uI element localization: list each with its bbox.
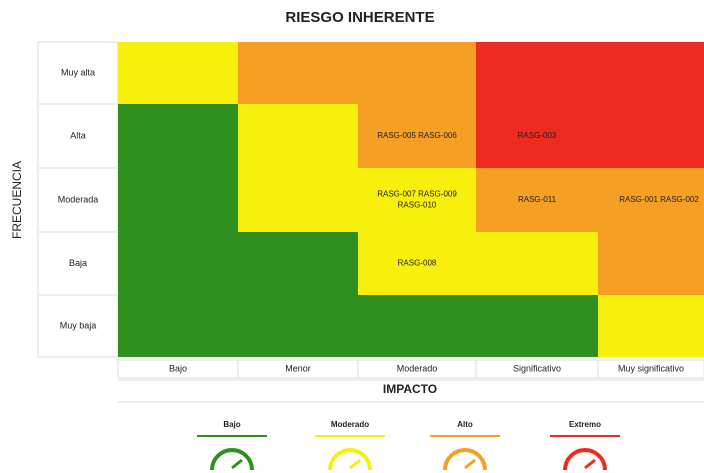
risk-cell <box>476 104 598 168</box>
risk-cell <box>476 232 598 295</box>
risk-cell <box>238 42 358 104</box>
risk-cell <box>598 232 704 295</box>
risk-cell <box>358 104 476 168</box>
risk-cell <box>358 168 476 232</box>
legend-label: Moderado <box>331 420 369 429</box>
legend-label: Extremo <box>569 420 601 429</box>
risk-cell <box>118 42 238 104</box>
risk-cell <box>598 104 704 168</box>
row-header <box>37 41 119 105</box>
risk-id: RASG-010 <box>398 201 437 210</box>
risk-cell <box>476 168 598 232</box>
gauge-needle <box>584 458 596 470</box>
risk-id: RASG-008 <box>398 259 437 268</box>
column-label: Significativo <box>513 363 561 373</box>
risk-cell <box>598 295 704 357</box>
risk-id: RASG-001 RASG-002 <box>619 195 699 204</box>
risk-id: RASG-005 RASG-006 <box>377 131 457 140</box>
risk-cell <box>598 42 704 104</box>
risk-id: RASG-011 <box>518 195 557 204</box>
gauge-icon <box>443 448 487 471</box>
legend-label: Alto <box>457 420 473 429</box>
row-header <box>37 103 119 169</box>
risk-cell <box>476 295 598 357</box>
column-label: Menor <box>285 363 311 373</box>
risk-cell <box>238 104 358 168</box>
risk-cell <box>358 295 476 357</box>
risk-cell <box>238 295 358 357</box>
legend-label: Bajo <box>223 420 240 429</box>
column-label: Moderado <box>397 363 438 373</box>
gauge-needle <box>464 458 476 470</box>
column-label: Muy significativo <box>618 363 684 373</box>
risk-cell <box>118 168 238 232</box>
risk-cell <box>118 295 238 357</box>
gauge-needle <box>231 458 243 470</box>
column-label: Bajo <box>169 363 187 373</box>
risk-cell <box>238 232 358 295</box>
risk-cell <box>358 232 476 295</box>
risk-cell <box>358 42 476 104</box>
risk-id: RASG-007 RASG-009 <box>377 190 457 199</box>
title: RIESGO INHERENTE <box>285 9 434 26</box>
risk-cell <box>598 168 704 232</box>
y-axis-label: FRECUENCIA <box>10 161 24 239</box>
x-axis-label: IMPACTO <box>383 382 437 396</box>
gauge-needle <box>349 458 361 470</box>
risk-cell <box>118 104 238 168</box>
column-header <box>597 359 704 379</box>
row-label: Moderada <box>58 194 99 204</box>
row-label: Muy alta <box>61 67 95 77</box>
risk-id: RASG-003 <box>518 131 557 140</box>
row-label: Alta <box>70 130 86 140</box>
risk-cell <box>238 168 358 232</box>
row-label: Baja <box>69 258 87 268</box>
gauge-icon <box>210 448 254 471</box>
row-label: Muy baja <box>60 320 97 330</box>
gauge-icon <box>328 448 372 471</box>
risk-cell <box>476 42 598 104</box>
risk-cell <box>118 232 238 295</box>
gauge-icon <box>563 448 607 471</box>
